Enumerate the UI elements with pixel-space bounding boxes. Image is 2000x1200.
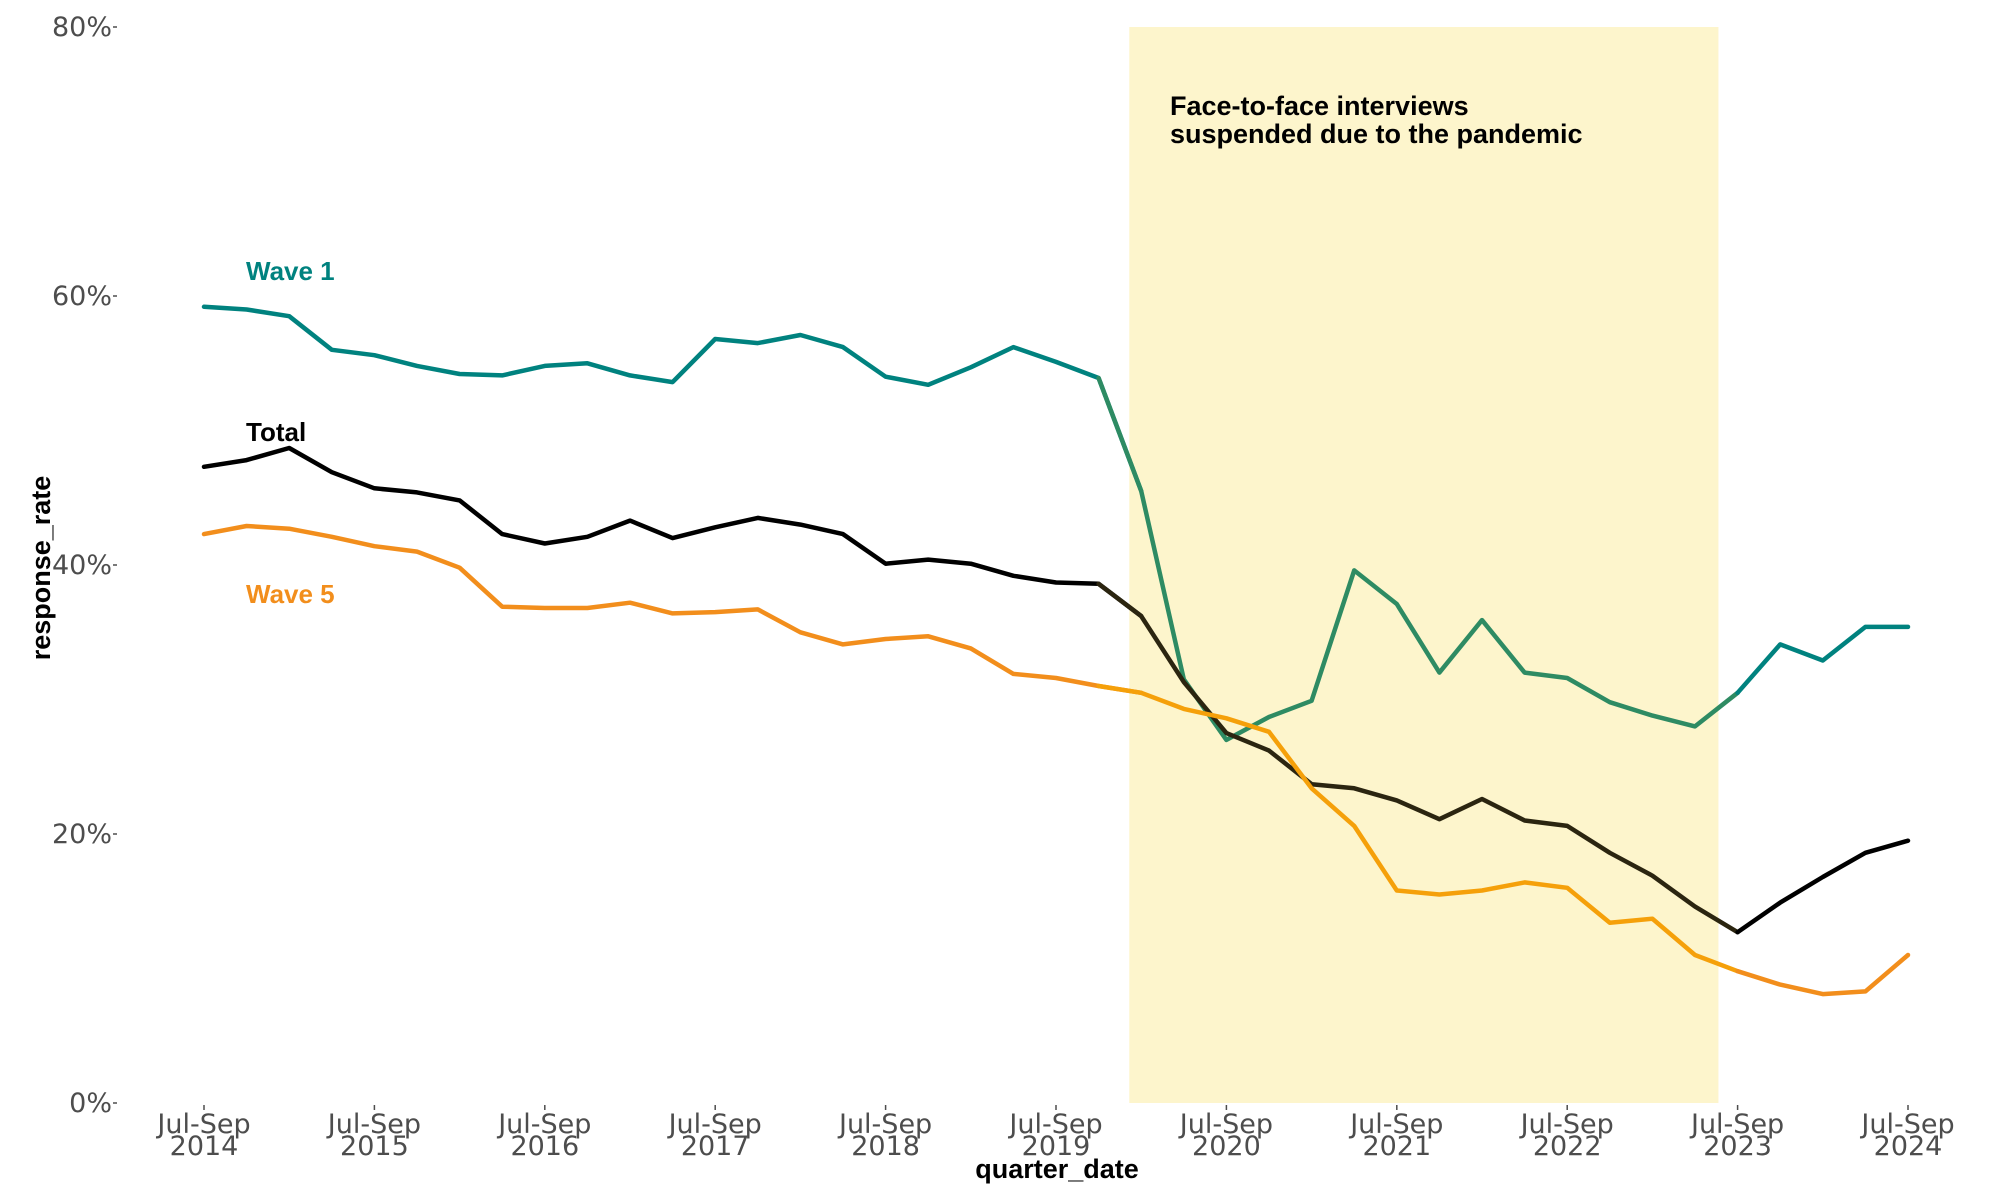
x-tick-label-year: 2017 — [681, 1131, 750, 1162]
series-lines — [201, 304, 1911, 997]
x-tick-label-period: Jul-Sep — [496, 1109, 591, 1140]
x-tick-label-period: Jul-Sep — [1689, 1109, 1784, 1140]
y-tick-label: 20% — [52, 819, 112, 850]
x-axis: Jul-Sep2014Jul-Sep2015Jul-Sep2016Jul-Sep… — [155, 1105, 1955, 1162]
y-tick-label: 60% — [52, 281, 112, 312]
x-tick-label-year: 2024 — [1874, 1131, 1943, 1162]
x-tick-label-period: Jul-Sep — [1178, 1109, 1273, 1140]
x-tick-label-period: Jul-Sep — [667, 1109, 762, 1140]
series-line-total-post — [1735, 838, 1911, 935]
series-line-wave1-post — [1735, 624, 1911, 696]
series-label-wave1: Wave 1 — [246, 256, 335, 286]
x-tick-label-period: Jul-Sep — [1348, 1109, 1443, 1140]
series-line-wave1-pre — [201, 304, 1144, 494]
x-tick-label-year: 2014 — [170, 1131, 239, 1162]
x-tick-label-period: Jul-Sep — [1007, 1109, 1102, 1140]
series-line-wave5-pre — [201, 523, 1144, 696]
series-line-wave5-pandemic — [1096, 683, 1740, 974]
y-tick-label: 0% — [69, 1088, 112, 1119]
x-tick-label-period: Jul-Sep — [837, 1109, 932, 1140]
annotation-line-1: Face-to-face interviews — [1170, 91, 1469, 121]
x-tick-label-year: 2023 — [1703, 1131, 1772, 1162]
x-tick-label-year: 2022 — [1533, 1131, 1602, 1162]
y-axis-title: response_rate — [26, 476, 56, 661]
x-tick-label-year: 2015 — [340, 1131, 409, 1162]
x-tick-label-year: 2020 — [1192, 1131, 1261, 1162]
y-tick-label: 40% — [52, 550, 112, 581]
y-tick-label: 80% — [52, 12, 112, 43]
x-tick-label-period: Jul-Sep — [155, 1109, 250, 1140]
x-tick-label-year: 2018 — [851, 1131, 920, 1162]
series-line-total-pandemic — [1096, 581, 1740, 935]
x-axis-title: quarter_date — [975, 1154, 1139, 1184]
series-line-wave5-post — [1735, 952, 1911, 997]
series-label-wave5: Wave 5 — [246, 579, 335, 609]
x-tick-label-year: 2021 — [1362, 1131, 1431, 1162]
x-tick-label-year: 2019 — [1022, 1131, 1091, 1162]
x-tick-label-period: Jul-Sep — [1519, 1109, 1614, 1140]
x-tick-label-period: Jul-Sep — [326, 1109, 421, 1140]
annotation-line-2: suspended due to the pandemic — [1170, 119, 1583, 149]
x-tick-label-period: Jul-Sep — [1859, 1109, 1954, 1140]
y-axis: 0% 20% 40% 60% 80% — [52, 12, 117, 1119]
shaded-region — [1129, 27, 1719, 1103]
series-line-total-pre — [201, 445, 1144, 619]
x-tick-label-year: 2016 — [510, 1131, 579, 1162]
series-label-total: Total — [246, 417, 306, 447]
